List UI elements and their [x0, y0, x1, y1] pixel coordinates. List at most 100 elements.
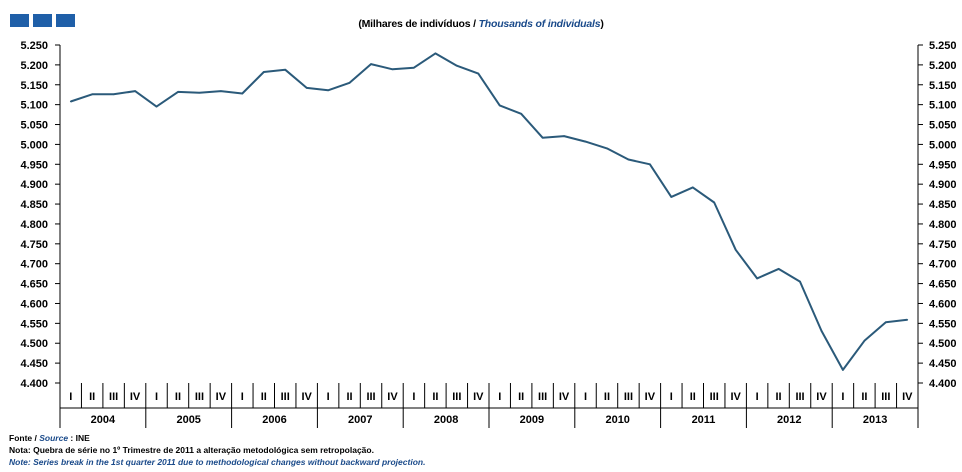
quarter-label: IV — [216, 391, 227, 403]
y-tick-label-right: 4.800 — [929, 219, 957, 231]
quarter-label: III — [538, 391, 547, 403]
data-series-line — [70, 52, 908, 371]
unit-label-en: Thousands of individuals — [478, 18, 601, 30]
data-point — [220, 90, 222, 92]
year-label: 2009 — [520, 414, 544, 426]
quarter-label: IV — [387, 391, 398, 403]
quarter-label: II — [175, 391, 181, 403]
unit-label-close: ) — [600, 18, 604, 30]
quarter-label: IV — [301, 391, 312, 403]
quarter-label: II — [604, 391, 610, 403]
data-point — [713, 201, 715, 204]
quarter-label: III — [795, 391, 804, 403]
data-point — [112, 93, 115, 96]
year-label: 2004 — [91, 414, 116, 426]
year-label: 2008 — [434, 414, 458, 426]
y-tick-label-right: 4.650 — [929, 279, 957, 291]
data-point — [885, 321, 887, 324]
data-point — [134, 90, 136, 92]
y-tick-label-left: 5.100 — [20, 100, 48, 112]
quarter-label: II — [432, 391, 438, 403]
y-tick-label-right: 5.000 — [929, 139, 957, 151]
data-point — [284, 68, 287, 71]
header-decor-bar-1 — [10, 14, 29, 27]
quarter-label: I — [756, 391, 759, 403]
year-label: 2007 — [348, 414, 372, 426]
y-tick-label-right: 4.900 — [929, 179, 957, 191]
data-point — [413, 66, 415, 69]
data-point — [906, 319, 909, 321]
source-label-en: Source — [39, 433, 69, 443]
y-tick-label-left: 4.650 — [20, 279, 48, 291]
quarter-label: II — [861, 391, 867, 403]
y-tick-label-right: 4.850 — [929, 199, 957, 211]
quarter-label: III — [366, 391, 375, 403]
y-tick-label-right: 4.700 — [929, 259, 957, 271]
y-tick-label-right: 4.500 — [929, 338, 957, 350]
y-tick-label-left: 4.950 — [20, 159, 48, 171]
data-point — [541, 136, 544, 139]
quarter-label: I — [69, 391, 72, 403]
data-point — [799, 280, 801, 283]
data-point — [498, 104, 501, 107]
data-point — [777, 268, 780, 270]
y-tick-label-left: 4.700 — [20, 259, 48, 271]
y-tick-label-right: 5.050 — [929, 120, 957, 132]
data-point — [584, 140, 587, 143]
header-decor-bar-2 — [33, 14, 52, 27]
y-tick-label-left: 5.250 — [20, 40, 48, 52]
year-label: 2006 — [262, 414, 286, 426]
quarter-label: IV — [645, 391, 656, 403]
note-pt: Nota: Quebra de série no 1º Trimestre de… — [9, 445, 374, 455]
y-tick-label-left: 4.400 — [20, 378, 48, 390]
y-tick-label-right: 4.600 — [929, 298, 957, 310]
quarter-label: III — [710, 391, 719, 403]
y-tick-label-left: 5.150 — [20, 80, 48, 92]
chart-unit-subtitle: (Milhares de indivíduos / Thousands of i… — [0, 18, 962, 30]
quarter-label: II — [261, 391, 267, 403]
y-tick-label-left: 4.900 — [20, 179, 48, 191]
data-point — [820, 330, 823, 332]
quarter-label: II — [347, 391, 353, 403]
year-label: 2005 — [176, 414, 200, 426]
quarter-label: III — [881, 391, 890, 403]
data-point — [391, 68, 394, 71]
y-tick-label-left: 4.450 — [20, 358, 48, 370]
y-tick-label-right: 5.200 — [929, 60, 957, 72]
data-point — [649, 163, 651, 166]
quarter-label: I — [327, 391, 330, 403]
data-point — [563, 135, 565, 137]
y-tick-label-left: 5.000 — [20, 139, 48, 151]
y-tick-label-left: 5.050 — [20, 120, 48, 132]
data-point — [263, 71, 265, 73]
data-point — [198, 91, 201, 94]
data-point — [348, 82, 351, 84]
data-point — [305, 87, 308, 89]
data-point — [606, 147, 608, 150]
quarter-label: III — [624, 391, 633, 403]
year-label: 2012 — [777, 414, 801, 426]
data-point — [370, 63, 372, 65]
y-tick-label-left: 4.500 — [20, 338, 48, 350]
quarter-label: II — [776, 391, 782, 403]
note-en: Note: Series break in the 1st quarter 20… — [9, 457, 426, 467]
data-point — [756, 277, 758, 280]
quarter-label: II — [89, 391, 95, 403]
data-point — [692, 186, 694, 189]
data-point — [434, 52, 437, 55]
quarter-label: III — [109, 391, 118, 403]
data-point — [670, 196, 673, 198]
data-point — [241, 92, 244, 95]
data-point — [327, 89, 329, 92]
data-point — [842, 369, 844, 371]
y-tick-label-right: 4.450 — [929, 358, 957, 370]
data-point — [456, 64, 458, 67]
quarter-label: II — [518, 391, 524, 403]
y-tick-label-left: 5.200 — [20, 60, 48, 72]
employment-line-chart: 4.400 4.400 4.450 4.450 4.500 4.500 4.550 4.550… — [20, 40, 957, 428]
quarter-label: II — [690, 391, 696, 403]
data-point — [477, 72, 480, 75]
year-label: 2010 — [605, 414, 629, 426]
y-tick-label-right: 4.750 — [929, 239, 957, 251]
year-label: 2011 — [692, 414, 716, 426]
